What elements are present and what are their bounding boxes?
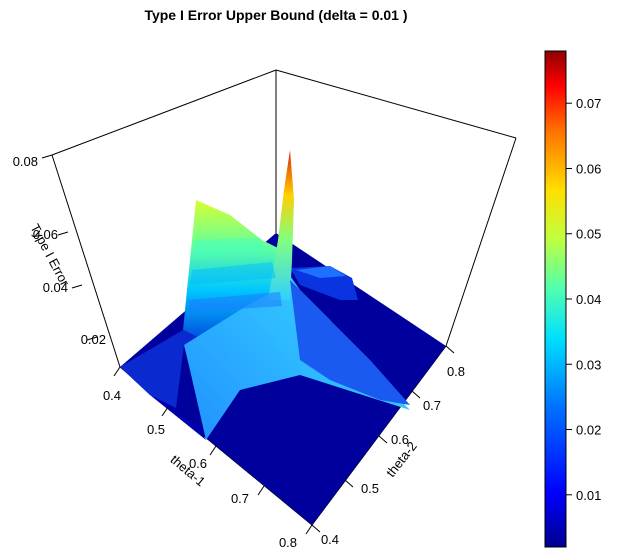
colorbar-tick-label: 0.07 xyxy=(576,96,601,111)
y-tick xyxy=(411,390,421,399)
colorbar-tick-label: 0.02 xyxy=(576,423,601,438)
y-tick xyxy=(445,345,455,354)
colorbar-tick-label: 0.01 xyxy=(576,488,601,503)
surface-band-1 xyxy=(188,292,282,312)
y-tick-label: 0.7 xyxy=(423,398,441,413)
z-axis: 0.08 0.06 0.04 0.02 Type I Error xyxy=(13,154,106,347)
y-tick-label: 0.5 xyxy=(361,481,379,496)
x-tick-label: 0.5 xyxy=(147,422,165,437)
x-tick-label: 0.8 xyxy=(279,535,297,550)
chart-title: Type I Error Upper Bound (delta = 0.01 ) xyxy=(144,7,407,23)
y-tick-label: 0.6 xyxy=(391,432,409,447)
x-tick xyxy=(257,485,265,496)
surface-left-wall xyxy=(120,330,200,408)
x-tick xyxy=(305,524,313,535)
z-tick-label: 0.04 xyxy=(43,280,68,295)
colorbar: 0.01 0.02 0.03 0.04 0.05 0.06 0.07 xyxy=(544,50,601,548)
colorbar-tick-label: 0.03 xyxy=(576,357,601,372)
z-tick xyxy=(41,154,53,159)
box-edge-back-top-left xyxy=(51,69,277,156)
box-edge-left-vertical xyxy=(51,154,121,368)
colorbar-tick-label: 0.05 xyxy=(576,227,601,242)
box-edge-right-vertical xyxy=(445,137,517,347)
z-tick-label: 0.06 xyxy=(33,227,58,242)
surface-band-3 xyxy=(192,238,266,258)
x-tick-label: 0.4 xyxy=(103,388,121,403)
z-tick-label: 0.08 xyxy=(13,154,38,169)
y-tick xyxy=(344,479,354,488)
y-tick-label: 0.8 xyxy=(447,364,465,379)
x-tick xyxy=(209,445,217,456)
colorbar-gradient xyxy=(544,50,567,548)
surface-back-plateau-rim xyxy=(296,266,346,278)
surface-peak xyxy=(268,150,294,300)
y-tick-label: 0.4 xyxy=(321,532,339,547)
y-tick xyxy=(378,435,388,444)
colorbar-tick-label: 0.06 xyxy=(576,161,601,176)
colorbar-tick-label: 0.04 xyxy=(576,292,601,307)
x-tick xyxy=(113,366,121,377)
z-tick xyxy=(86,336,98,341)
surface xyxy=(120,150,446,525)
surface-band-2 xyxy=(190,262,276,285)
z-tick xyxy=(71,284,83,289)
x-tick xyxy=(161,406,169,417)
x-tick-label: 0.7 xyxy=(231,491,249,506)
x-tick-label: 0.6 xyxy=(189,456,207,471)
surface-right-slope xyxy=(290,280,410,405)
box-edge-back-top-right xyxy=(275,69,517,139)
y-tick xyxy=(311,524,321,533)
z-tick-label: 0.02 xyxy=(81,332,106,347)
z-tick xyxy=(57,231,69,236)
